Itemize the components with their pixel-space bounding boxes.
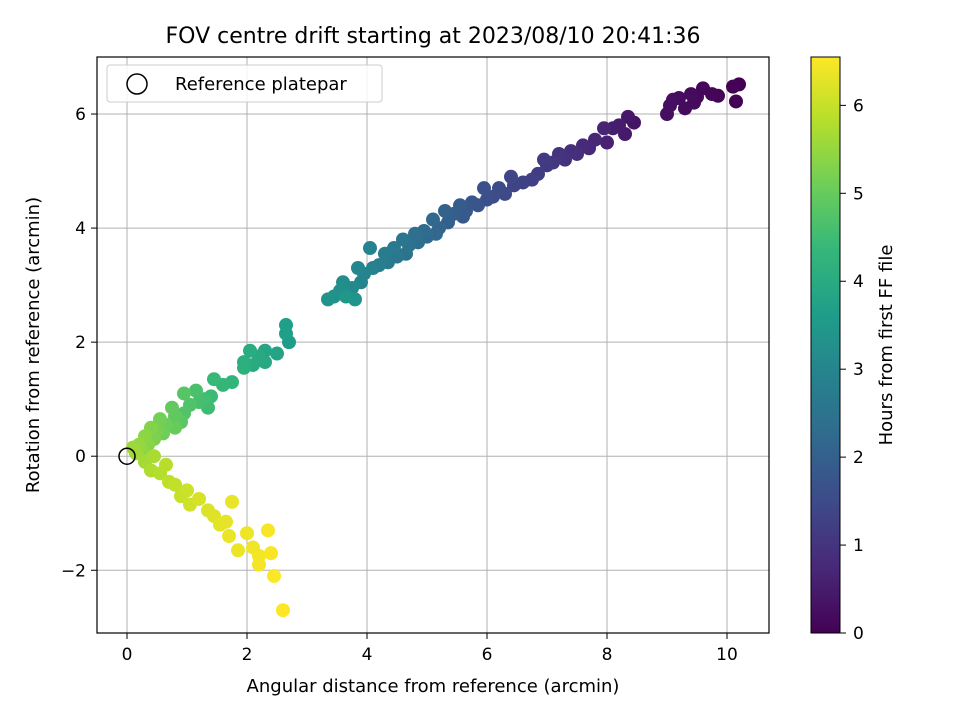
data-point <box>168 477 182 492</box>
data-point <box>189 383 203 398</box>
plot-frame <box>96 56 770 634</box>
legend-box <box>106 64 383 103</box>
data-point <box>438 203 452 218</box>
x-tick-label: 2 <box>242 645 253 665</box>
data-point <box>684 87 698 102</box>
data-point <box>276 603 290 618</box>
data-point <box>396 232 410 247</box>
y-axis-label: Rotation from reference (arcmin) <box>23 197 44 493</box>
data-point <box>408 226 422 241</box>
data-point <box>279 326 293 341</box>
colorbar-tick-label: 0 <box>853 624 864 644</box>
data-point <box>270 346 284 361</box>
data-point <box>729 94 743 109</box>
colorbar-tick-label: 1 <box>853 536 864 556</box>
data-point <box>477 181 491 196</box>
data-point <box>192 491 206 506</box>
data-point <box>378 246 392 261</box>
y-tick-label: −2 <box>61 561 86 581</box>
data-point <box>264 546 278 561</box>
data-point <box>159 457 173 472</box>
data-point <box>243 343 257 358</box>
data-point <box>237 360 251 375</box>
data-point <box>180 483 194 498</box>
data-point <box>165 400 179 415</box>
colorbar-tick-label: 4 <box>853 272 864 292</box>
colorbar-tick-label: 3 <box>853 360 864 380</box>
data-point <box>261 523 275 538</box>
data-point <box>504 169 518 184</box>
colorbar-tick-label: 2 <box>853 448 864 468</box>
chart-title: FOV centre drift starting at 2023/08/10 … <box>166 24 701 49</box>
y-tick-label: 6 <box>75 105 86 125</box>
data-point <box>351 261 365 276</box>
data-point <box>537 152 551 167</box>
x-tick-label: 6 <box>482 645 493 665</box>
legend: Reference platepar <box>106 64 383 103</box>
data-point <box>231 543 245 558</box>
data-point <box>207 372 221 387</box>
data-point <box>726 79 740 94</box>
colorbar-tick-label: 5 <box>853 184 864 204</box>
data-point <box>147 449 161 464</box>
data-point <box>597 121 611 136</box>
data-point <box>339 289 353 304</box>
colorbar-label: Hours from first FF file <box>876 245 897 446</box>
data-point <box>363 241 377 256</box>
legend-entry-label: Reference platepar <box>175 74 347 95</box>
y-tick-label: 0 <box>75 447 86 467</box>
x-axis-ticks: 0 2 4 6 8 10 <box>122 633 738 665</box>
data-point <box>267 568 281 583</box>
legend-open-circle-marker <box>126 73 148 95</box>
data-point <box>219 514 233 529</box>
reference-platepar-marker <box>118 447 136 465</box>
data-point <box>426 212 440 227</box>
data-point <box>321 292 335 307</box>
data-point <box>240 526 254 541</box>
x-tick-label: 10 <box>716 645 738 665</box>
x-tick-label: 4 <box>362 645 373 665</box>
data-points <box>126 77 746 618</box>
data-point <box>177 386 191 401</box>
data-point <box>663 98 677 113</box>
y-tick-label: 2 <box>75 333 86 353</box>
colorbar-tick-label: 6 <box>853 96 864 116</box>
x-axis-label: Angular distance from reference (arcmin) <box>247 676 620 697</box>
x-tick-label: 8 <box>602 645 613 665</box>
data-point <box>678 101 692 116</box>
data-point <box>225 494 239 509</box>
data-point <box>621 109 635 124</box>
data-point <box>252 557 266 572</box>
y-tick-label: 4 <box>75 219 86 239</box>
y-axis-ticks: −2 0 2 4 6 <box>61 105 97 581</box>
colorbar <box>810 56 841 634</box>
data-point <box>600 135 614 150</box>
x-tick-label: 0 <box>122 645 133 665</box>
data-point <box>153 412 167 427</box>
data-point <box>222 529 236 544</box>
colorbar-ticks: 0 1 2 3 4 5 6 <box>840 96 864 644</box>
